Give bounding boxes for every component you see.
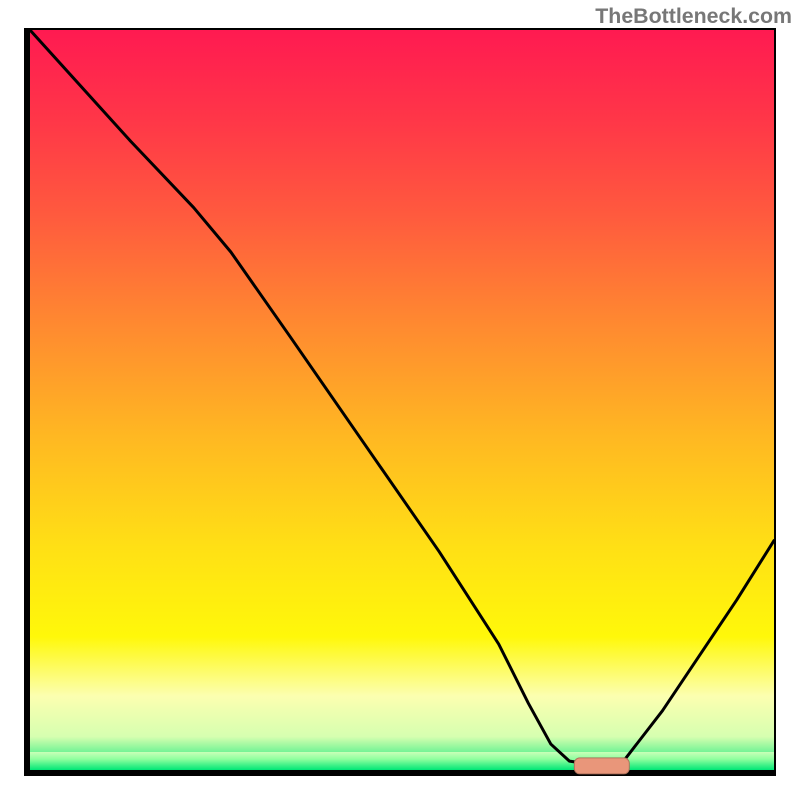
bottleneck-curve — [30, 30, 774, 770]
optimum-marker — [573, 757, 629, 774]
plot-area — [24, 28, 776, 776]
watermark-text: TheBottleneck.com — [595, 4, 792, 29]
curve-path — [30, 30, 774, 765]
